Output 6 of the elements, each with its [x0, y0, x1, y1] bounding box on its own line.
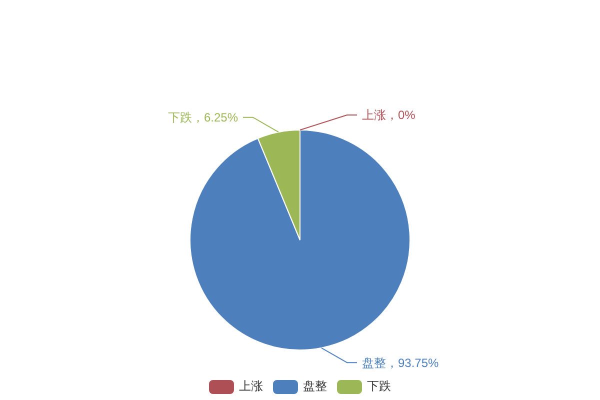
data-label: 盘整，93.75%: [362, 356, 440, 370]
legend-label: 下跌: [367, 378, 391, 395]
text: 上涨，0%: [362, 108, 416, 122]
legend-label: 上涨: [239, 378, 263, 395]
data-label: 下跌，6.25%: [168, 110, 238, 125]
legend-label: 盘整: [303, 378, 327, 395]
